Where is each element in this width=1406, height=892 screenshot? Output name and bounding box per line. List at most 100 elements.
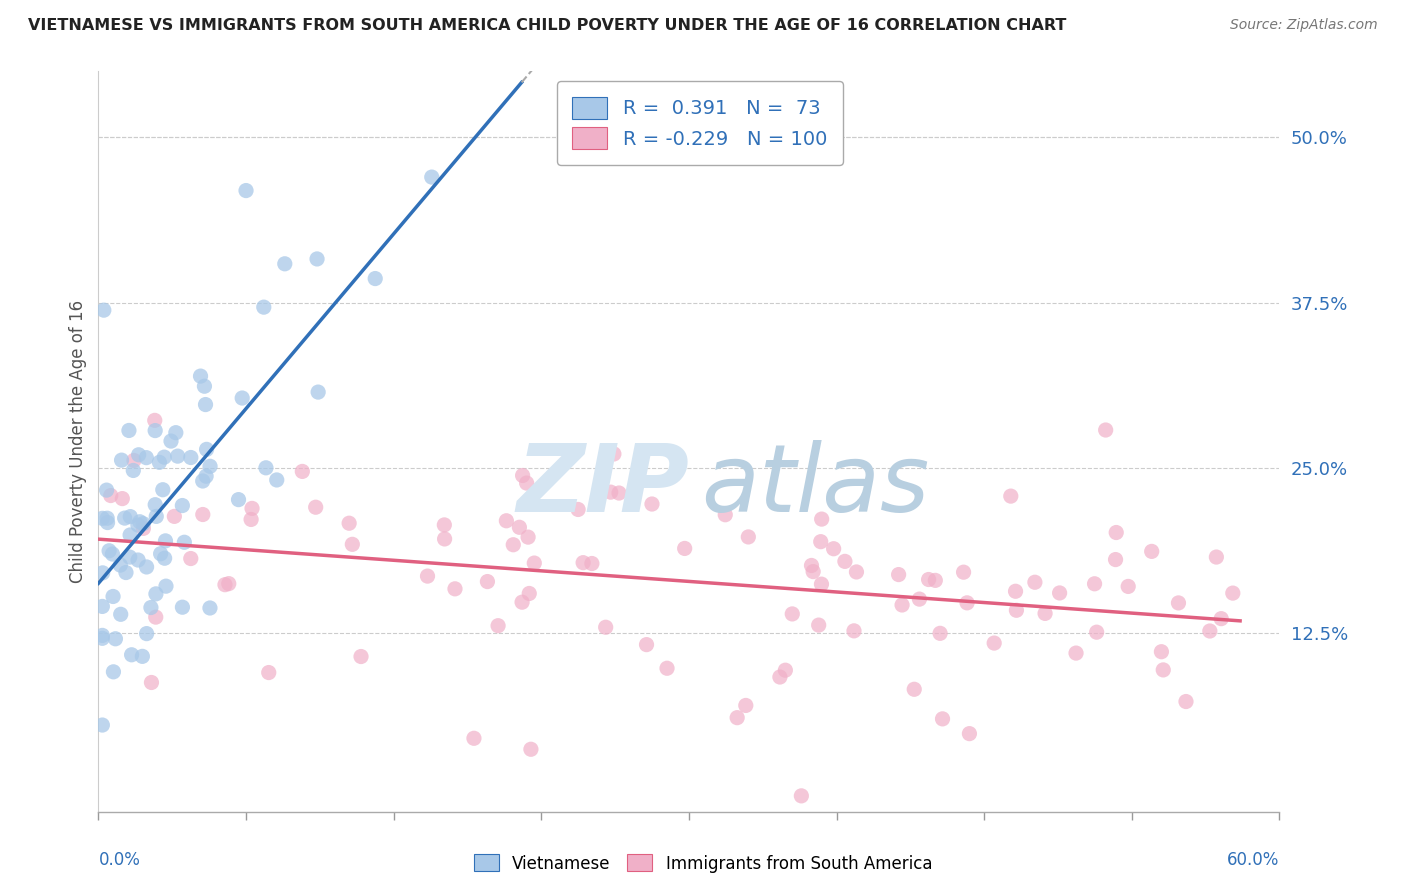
Point <box>523 556 546 570</box>
Point <box>253 300 276 314</box>
Point <box>115 566 138 580</box>
Point <box>96 483 118 497</box>
Point <box>595 620 617 634</box>
Point <box>132 516 155 531</box>
Point <box>143 424 166 438</box>
Point <box>510 595 533 609</box>
Point <box>714 508 737 522</box>
Point <box>135 560 157 574</box>
Point <box>516 476 538 491</box>
Point <box>364 271 387 285</box>
Point <box>195 442 218 457</box>
Point <box>1104 552 1126 566</box>
Point <box>172 499 194 513</box>
Point <box>145 509 167 524</box>
Point <box>193 379 215 393</box>
Text: atlas: atlas <box>700 441 929 532</box>
Point <box>444 582 467 596</box>
Y-axis label: Child Poverty Under the Age of 16: Child Poverty Under the Age of 16 <box>69 300 87 583</box>
Point <box>416 569 439 583</box>
Point <box>1167 596 1189 610</box>
Point <box>103 665 125 679</box>
Point <box>121 648 143 662</box>
Point <box>517 530 540 544</box>
Point <box>769 670 792 684</box>
Point <box>104 632 127 646</box>
Point <box>91 628 114 642</box>
Point <box>567 502 589 516</box>
Point <box>180 551 202 566</box>
Point <box>603 447 626 461</box>
Point <box>100 489 122 503</box>
Point <box>810 577 832 591</box>
Point <box>127 518 149 533</box>
Point <box>307 385 329 400</box>
Point <box>111 491 134 506</box>
Point <box>118 424 141 438</box>
Point <box>810 534 832 549</box>
Point <box>132 521 155 535</box>
Point <box>790 789 813 803</box>
Point <box>1094 423 1116 437</box>
Point <box>775 663 797 677</box>
Text: Source: ZipAtlas.com: Source: ZipAtlas.com <box>1230 18 1378 32</box>
Point <box>254 460 277 475</box>
Point <box>1004 584 1026 599</box>
Point <box>198 459 221 474</box>
Point <box>231 391 253 405</box>
Point <box>266 473 288 487</box>
Point <box>155 579 177 593</box>
Point <box>517 586 540 600</box>
Point <box>91 511 114 525</box>
Point <box>135 626 157 640</box>
Point <box>607 486 630 500</box>
Point <box>486 618 509 632</box>
Point <box>257 665 280 680</box>
Point <box>725 711 748 725</box>
Point <box>800 558 823 573</box>
Point <box>891 598 914 612</box>
Point <box>228 492 250 507</box>
Point <box>1205 549 1227 564</box>
Point <box>110 558 132 573</box>
Text: VIETNAMESE VS IMMIGRANTS FROM SOUTH AMERICA CHILD POVERTY UNDER THE AGE OF 16 CO: VIETNAMESE VS IMMIGRANTS FROM SOUTH AMER… <box>28 18 1067 33</box>
Point <box>96 511 118 525</box>
Point <box>240 512 263 526</box>
Point <box>91 718 114 732</box>
Point <box>673 541 696 556</box>
Point <box>214 577 236 591</box>
Point <box>1000 489 1022 503</box>
Point <box>180 450 202 465</box>
Point <box>135 450 157 465</box>
Point <box>810 512 832 526</box>
Point <box>1005 603 1028 617</box>
Point <box>114 511 136 525</box>
Point <box>163 509 186 524</box>
Point <box>508 520 530 534</box>
Point <box>139 600 162 615</box>
Point <box>96 516 118 530</box>
Point <box>91 566 114 580</box>
Point <box>127 553 149 567</box>
Point <box>141 675 163 690</box>
Point <box>155 533 177 548</box>
Point <box>145 587 167 601</box>
Point <box>502 538 524 552</box>
Point <box>118 550 141 565</box>
Point <box>952 565 974 579</box>
Point <box>122 453 145 467</box>
Point <box>641 497 664 511</box>
Point <box>1049 586 1071 600</box>
Text: 60.0%: 60.0% <box>1227 851 1279 869</box>
Point <box>235 184 257 198</box>
Point <box>903 682 925 697</box>
Point <box>350 649 373 664</box>
Point <box>152 483 174 497</box>
Point <box>194 398 217 412</box>
Point <box>1211 612 1233 626</box>
Point <box>101 590 124 604</box>
Point <box>780 607 803 621</box>
Point <box>91 632 114 646</box>
Point <box>842 624 865 638</box>
Point <box>1150 645 1173 659</box>
